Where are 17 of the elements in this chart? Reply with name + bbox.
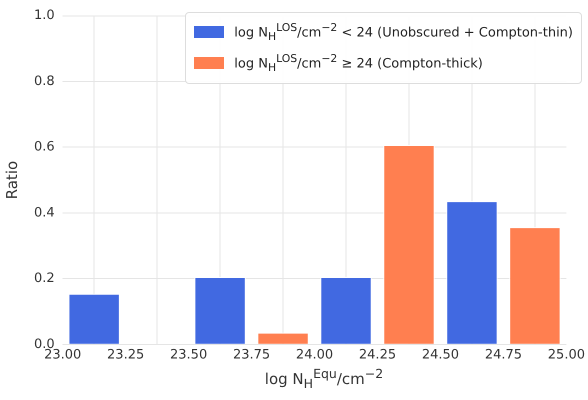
x-tick-label: 24.50: [422, 348, 460, 363]
x-tick-label: 25.00: [548, 348, 585, 363]
y-tick-label: 0.2: [34, 271, 55, 286]
y-tick-label: 0.8: [34, 74, 55, 89]
x-tick-label: 24.25: [358, 348, 396, 363]
x-tick-label: 24.75: [484, 348, 522, 363]
x-tick-label: 23.75: [232, 348, 270, 363]
x-tick-label: 23.50: [170, 348, 208, 363]
y-tick-label: 1.0: [34, 8, 55, 24]
legend-label: log N$_{H}$$^{LOS}$/cm$^{−2}$ ≥ 24 (Compton-thick): [234, 50, 483, 76]
y-tick-label: 0.4: [34, 205, 55, 220]
x-tick-label: 23.25: [107, 348, 144, 363]
x-axis-title: log N$_{H}$$^{Equ}$/cm$^{−2}$: [264, 366, 384, 391]
y-tick-label: 0.6: [34, 140, 55, 155]
legend-label: log N$_{H}$$^{LOS}$/cm$^{−2}$ < 24 (Unobscured + Compton-thin): [234, 20, 573, 45]
x-tick-label: 24.00: [296, 348, 334, 363]
y-axis-title: Ratio: [2, 160, 21, 200]
